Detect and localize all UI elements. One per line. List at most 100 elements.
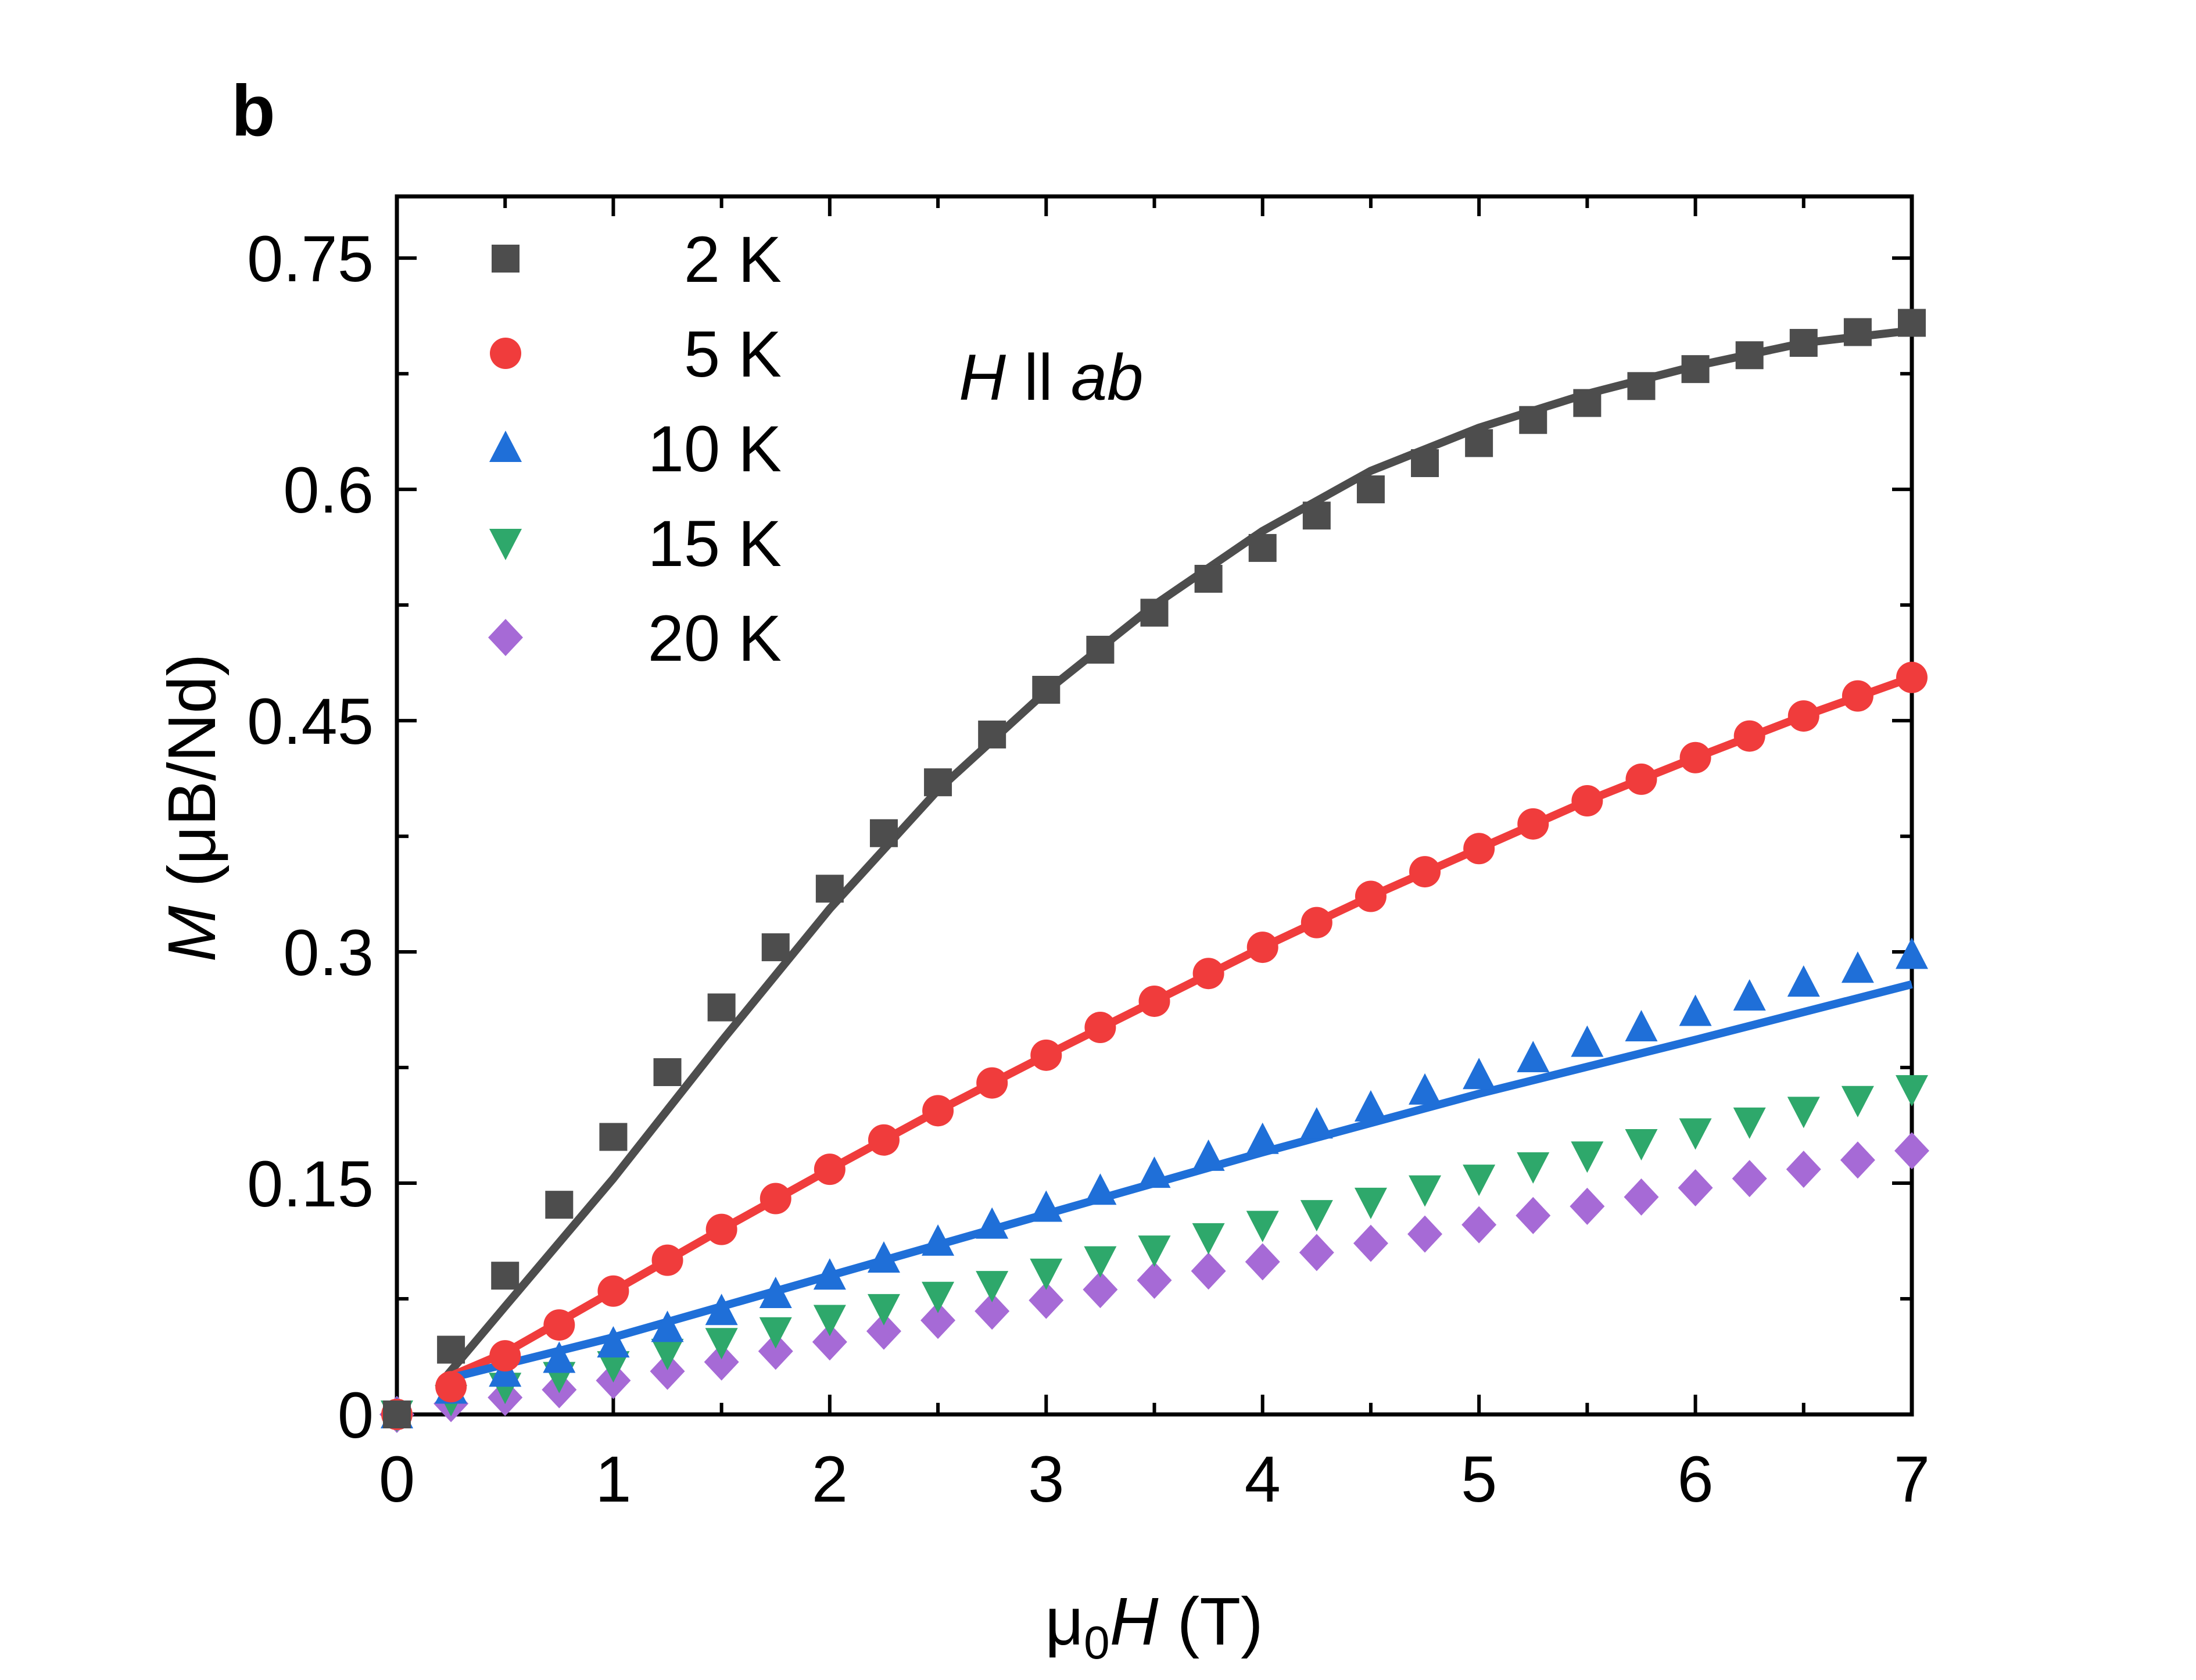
data-point <box>813 1258 846 1290</box>
data-point <box>1299 1234 1334 1271</box>
data-point <box>1300 1200 1333 1232</box>
data-point <box>924 768 952 797</box>
data-point <box>1407 1215 1443 1253</box>
data-point <box>1409 1175 1442 1207</box>
x-tick-label: 7 <box>1894 1443 1930 1516</box>
data-point <box>1787 1097 1820 1129</box>
data-point <box>1787 700 1819 732</box>
data-point <box>1678 1169 1713 1206</box>
data-point <box>1894 1132 1929 1170</box>
data-point <box>1840 1141 1875 1179</box>
data-point <box>543 1309 575 1341</box>
data-point <box>869 819 898 847</box>
data-point <box>1194 564 1223 593</box>
data-point <box>1896 1075 1928 1107</box>
legend-marker <box>489 431 522 462</box>
data-point <box>707 993 736 1022</box>
data-point <box>1246 932 1278 963</box>
data-point <box>922 1095 954 1127</box>
data-point <box>1571 1141 1604 1173</box>
x-tick-label: 1 <box>595 1443 631 1516</box>
data-point <box>1679 1118 1712 1150</box>
data-point <box>1896 661 1928 693</box>
data-point <box>1733 720 1765 752</box>
data-point <box>1517 1041 1550 1073</box>
data-point <box>1246 1210 1279 1242</box>
data-point <box>705 1294 738 1326</box>
data-point <box>1140 599 1169 627</box>
data-point <box>1679 994 1712 1026</box>
data-point <box>1841 1086 1874 1117</box>
data-point <box>815 875 844 903</box>
data-point <box>761 933 790 962</box>
data-point <box>1841 951 1874 983</box>
data-point <box>1137 1262 1172 1299</box>
data-point <box>1573 389 1602 417</box>
x-tick-label: 2 <box>812 1443 848 1516</box>
data-point <box>1465 429 1493 457</box>
data-point <box>1571 785 1603 817</box>
data-point <box>597 1275 629 1307</box>
data-point <box>976 1067 1008 1099</box>
data-point <box>1356 475 1385 504</box>
data-point <box>867 1241 900 1273</box>
data-point <box>1409 1073 1442 1105</box>
y-tick-label: 0.3 <box>283 916 374 989</box>
data-point <box>1354 1187 1387 1219</box>
x-tick-label: 0 <box>379 1443 415 1516</box>
data-point <box>1571 1025 1604 1057</box>
data-point <box>922 1281 955 1313</box>
data-point <box>1353 1224 1388 1262</box>
data-point <box>1517 808 1549 840</box>
data-point <box>1245 1243 1280 1281</box>
data-point <box>1083 1271 1118 1309</box>
legend-marker <box>488 619 523 656</box>
data-point <box>1625 1010 1658 1042</box>
data-point <box>1084 1173 1117 1205</box>
data-point <box>1409 856 1441 888</box>
y-tick-label: 0.6 <box>283 454 374 526</box>
data-point <box>1463 833 1495 865</box>
data-point <box>760 1183 791 1215</box>
series-2k <box>383 309 1926 1428</box>
data-point <box>1625 763 1657 795</box>
data-point <box>868 1124 900 1156</box>
data-point <box>1624 1178 1659 1216</box>
data-point <box>1898 309 1926 337</box>
data-point <box>543 1341 576 1373</box>
data-point <box>1625 1129 1658 1161</box>
data-point <box>922 1224 955 1256</box>
fit-curve-5k <box>438 674 1914 1385</box>
x-tick-label: 4 <box>1245 1443 1281 1516</box>
series-20k <box>379 1132 1929 1433</box>
data-point <box>1681 355 1710 384</box>
data-point <box>813 1305 846 1337</box>
data-point <box>597 1351 630 1383</box>
data-point <box>867 1294 900 1326</box>
field-orientation-annotation: H ll ab <box>959 341 1143 414</box>
data-point <box>1463 1058 1496 1090</box>
data-point <box>1029 1281 1064 1319</box>
data-point <box>1735 341 1764 370</box>
data-point <box>435 1371 467 1403</box>
data-point <box>1138 1235 1171 1267</box>
data-point <box>437 1335 465 1364</box>
data-point <box>1030 1258 1063 1290</box>
legend-label: 10 K <box>648 413 782 485</box>
y-tick-label: 0.75 <box>247 223 374 295</box>
axis-ticks <box>395 196 1914 1416</box>
series-5k <box>381 661 1928 1430</box>
x-tick-label: 5 <box>1461 1443 1497 1516</box>
data-point <box>653 1058 682 1086</box>
data-point <box>1032 676 1061 704</box>
panel-label: b <box>231 71 275 151</box>
legend-marker <box>489 529 522 560</box>
data-point <box>1733 979 1766 1011</box>
data-point <box>491 1262 520 1290</box>
data-point <box>1191 1252 1226 1290</box>
data-point <box>1086 636 1115 664</box>
data-point <box>920 1302 956 1339</box>
data-point <box>705 1328 738 1360</box>
data-point <box>1411 449 1439 477</box>
